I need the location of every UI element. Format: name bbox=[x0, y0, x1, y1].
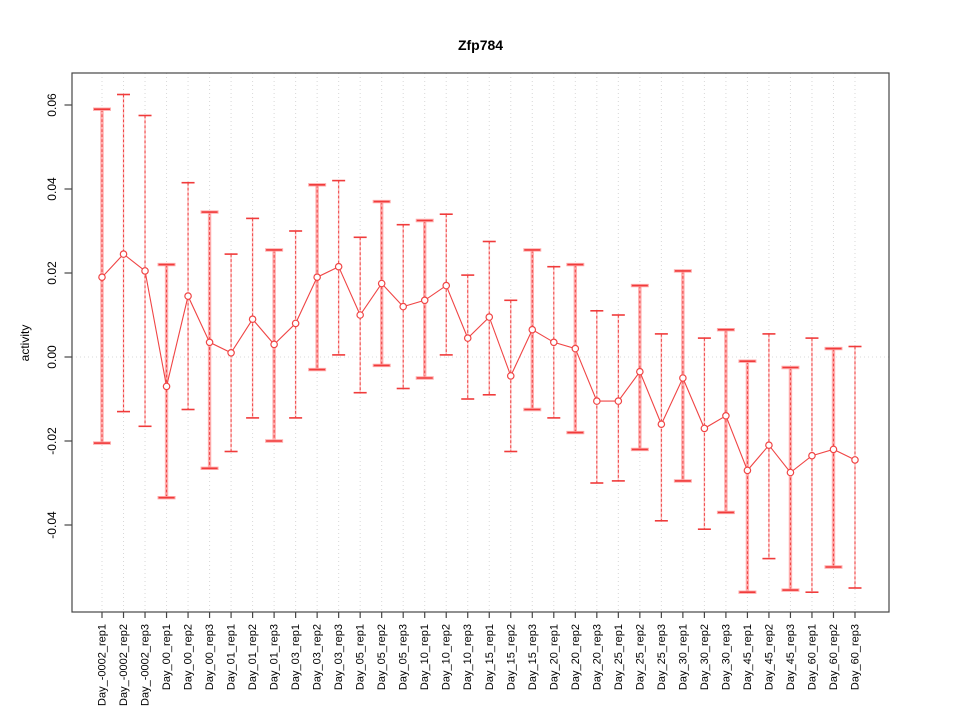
svg-text:Day_20_rep3: Day_20_rep3 bbox=[591, 624, 603, 690]
svg-text:Day_60_rep2: Day_60_rep2 bbox=[828, 624, 840, 690]
y-axis-ticks: -0.04 -0.02 0.00 0.02 0.04 0.06 bbox=[45, 93, 72, 539]
svg-text:Day_30_rep3: Day_30_rep3 bbox=[720, 624, 732, 690]
svg-text:Day_03_rep2: Day_03_rep2 bbox=[312, 624, 324, 690]
svg-text:0.06: 0.06 bbox=[45, 93, 59, 117]
svg-text:0.02: 0.02 bbox=[45, 261, 59, 285]
svg-text:Day_01_rep2: Day_01_rep2 bbox=[247, 624, 259, 690]
svg-text:Day_25_rep1: Day_25_rep1 bbox=[613, 624, 625, 690]
vertical-gridlines bbox=[101, 73, 856, 612]
svg-text:Day_45_rep3: Day_45_rep3 bbox=[785, 624, 797, 690]
svg-text:Day_01_rep1: Day_01_rep1 bbox=[226, 624, 238, 690]
svg-text:Day_05_rep3: Day_05_rep3 bbox=[398, 624, 410, 690]
svg-text:0.00: 0.00 bbox=[45, 345, 59, 369]
svg-text:Day_00_rep3: Day_00_rep3 bbox=[204, 624, 216, 690]
svg-text:Day_25_rep3: Day_25_rep3 bbox=[656, 624, 668, 690]
series-line bbox=[101, 253, 856, 474]
svg-text:Day_05_rep1: Day_05_rep1 bbox=[355, 624, 367, 690]
svg-text:Day_10_rep1: Day_10_rep1 bbox=[419, 624, 431, 690]
svg-text:Day_03_rep1: Day_03_rep1 bbox=[290, 624, 302, 690]
svg-text:Day_03_rep3: Day_03_rep3 bbox=[333, 624, 345, 690]
svg-text:Day_15_rep2: Day_15_rep2 bbox=[505, 624, 517, 690]
svg-text:Day_01_rep3: Day_01_rep3 bbox=[269, 624, 281, 690]
svg-text:Day_-0002_rep1: Day_-0002_rep1 bbox=[97, 624, 109, 706]
svg-text:Day_45_rep1: Day_45_rep1 bbox=[742, 624, 754, 690]
svg-text:-0.04: -0.04 bbox=[45, 511, 59, 539]
x-axis-ticks: Day_-0002_rep1 Day_-0002_rep2 Day_-0002_re… bbox=[97, 612, 861, 706]
svg-text:Day_20_rep2: Day_20_rep2 bbox=[570, 624, 582, 690]
svg-text:Day_15_rep3: Day_15_rep3 bbox=[527, 624, 539, 690]
data-points bbox=[98, 250, 859, 477]
svg-text:Day_60_rep3: Day_60_rep3 bbox=[849, 624, 861, 690]
svg-text:-0.02: -0.02 bbox=[45, 427, 59, 455]
svg-text:Day_15_rep1: Day_15_rep1 bbox=[484, 624, 496, 690]
svg-text:Day_60_rep1: Day_60_rep1 bbox=[806, 624, 818, 690]
y-axis-title: activity bbox=[18, 324, 32, 362]
svg-text:Day_30_rep1: Day_30_rep1 bbox=[677, 624, 689, 690]
svg-text:Day_00_rep1: Day_00_rep1 bbox=[161, 624, 173, 690]
svg-text:Day_-0002_rep3: Day_-0002_rep3 bbox=[140, 624, 152, 706]
svg-text:Day_45_rep2: Day_45_rep2 bbox=[763, 624, 775, 690]
chart-title: Zfp784 bbox=[457, 37, 504, 53]
svg-text:Day_20_rep1: Day_20_rep1 bbox=[548, 624, 560, 690]
svg-text:Day_00_rep2: Day_00_rep2 bbox=[183, 624, 195, 690]
svg-text:0.04: 0.04 bbox=[45, 177, 59, 201]
svg-text:Day_25_rep2: Day_25_rep2 bbox=[634, 624, 646, 690]
plot-frame bbox=[71, 72, 890, 613]
svg-text:Day_10_rep3: Day_10_rep3 bbox=[462, 624, 474, 690]
svg-text:Day_05_rep2: Day_05_rep2 bbox=[376, 624, 388, 690]
svg-text:Day_10_rep2: Day_10_rep2 bbox=[441, 624, 453, 690]
svg-text:Day_30_rep2: Day_30_rep2 bbox=[699, 624, 711, 690]
svg-text:Day_-0002_rep2: Day_-0002_rep2 bbox=[118, 624, 130, 706]
